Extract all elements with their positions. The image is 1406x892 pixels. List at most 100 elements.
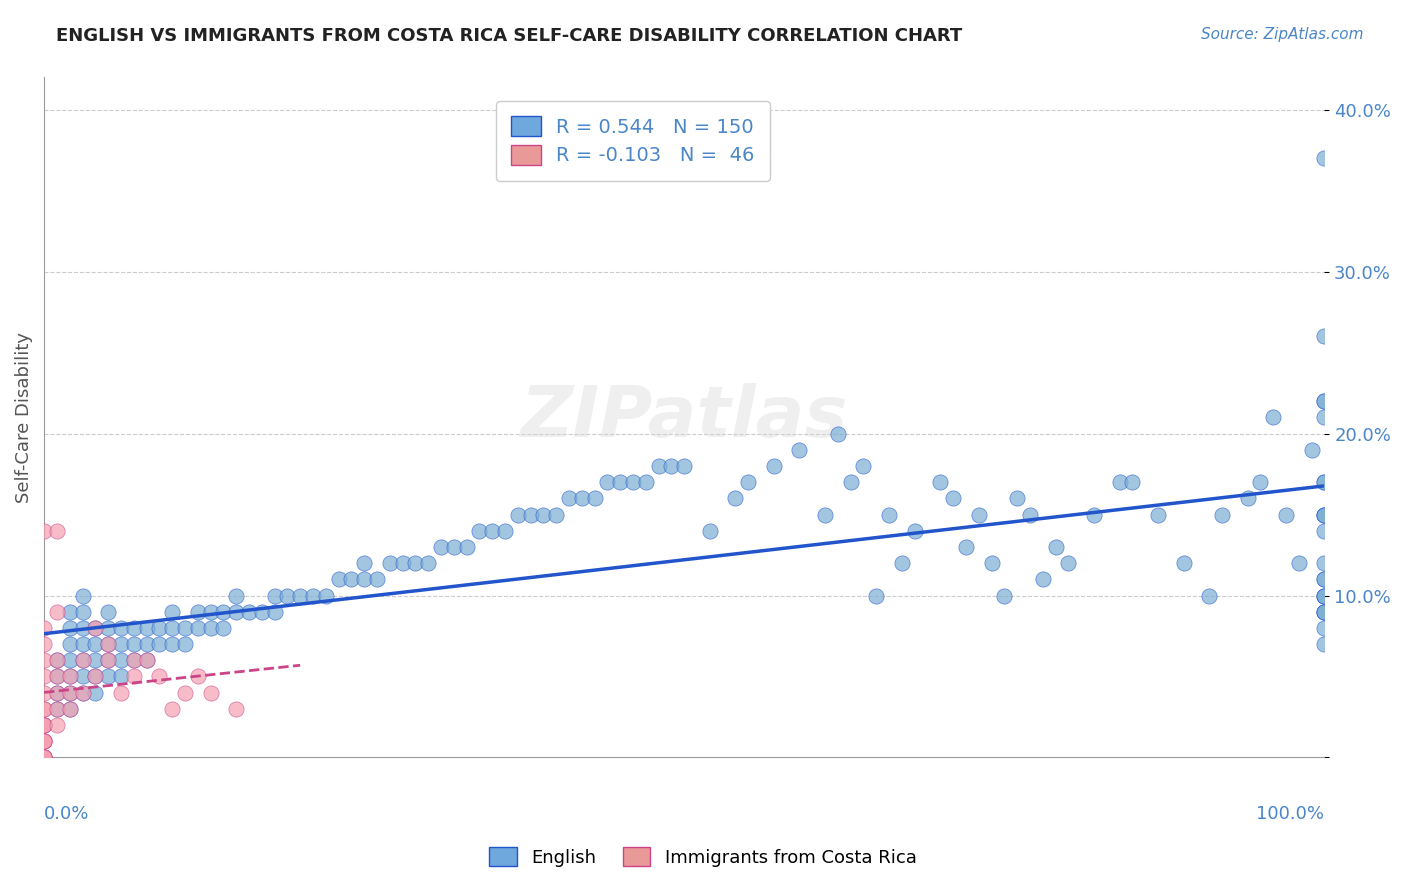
Point <box>200 605 222 619</box>
Point <box>97 669 120 683</box>
Point <box>418 556 440 570</box>
Point <box>59 637 82 651</box>
Point <box>481 524 503 538</box>
Point <box>122 653 145 667</box>
Point <box>238 605 260 619</box>
Point <box>225 702 247 716</box>
Point <box>583 491 606 506</box>
Point <box>110 653 132 667</box>
Point <box>353 556 375 570</box>
Point <box>72 637 94 651</box>
Point <box>1083 508 1105 522</box>
Point <box>1313 556 1336 570</box>
Point <box>135 653 157 667</box>
Point <box>45 653 67 667</box>
Point <box>967 508 990 522</box>
Point <box>942 491 965 506</box>
Point <box>1236 491 1258 506</box>
Point <box>122 637 145 651</box>
Point <box>45 686 67 700</box>
Point <box>596 475 619 490</box>
Point <box>32 524 55 538</box>
Point <box>110 637 132 651</box>
Point <box>378 556 401 570</box>
Point <box>160 621 183 635</box>
Point <box>1313 572 1336 586</box>
Point <box>1313 475 1336 490</box>
Point <box>187 669 209 683</box>
Point <box>32 718 55 732</box>
Point <box>1032 572 1054 586</box>
Point <box>789 442 811 457</box>
Point <box>59 669 82 683</box>
Point <box>72 589 94 603</box>
Text: ENGLISH VS IMMIGRANTS FROM COSTA RICA SELF-CARE DISABILITY CORRELATION CHART: ENGLISH VS IMMIGRANTS FROM COSTA RICA SE… <box>56 27 963 45</box>
Point <box>200 686 222 700</box>
Point <box>84 637 107 651</box>
Point <box>32 702 55 716</box>
Point <box>1313 605 1336 619</box>
Point <box>955 540 977 554</box>
Point <box>661 458 683 473</box>
Point <box>32 718 55 732</box>
Text: ZIPatlas: ZIPatlas <box>520 383 848 452</box>
Point <box>506 508 529 522</box>
Point <box>174 621 197 635</box>
Point <box>59 686 82 700</box>
Point <box>45 718 67 732</box>
Point <box>45 702 67 716</box>
Point <box>32 718 55 732</box>
Point <box>1288 556 1310 570</box>
Point <box>72 686 94 700</box>
Point <box>32 734 55 748</box>
Point <box>32 734 55 748</box>
Point <box>263 589 285 603</box>
Point <box>1313 508 1336 522</box>
Point <box>32 653 55 667</box>
Text: 100.0%: 100.0% <box>1257 805 1324 823</box>
Point <box>72 621 94 635</box>
Point <box>814 508 837 522</box>
Point <box>263 605 285 619</box>
Point <box>288 589 311 603</box>
Point <box>1173 556 1195 570</box>
Point <box>1313 589 1336 603</box>
Point <box>97 653 120 667</box>
Point <box>187 605 209 619</box>
Text: Source: ZipAtlas.com: Source: ZipAtlas.com <box>1201 27 1364 42</box>
Point <box>1301 442 1323 457</box>
Point <box>97 637 120 651</box>
Point <box>1313 475 1336 490</box>
Point <box>993 589 1015 603</box>
Point <box>84 621 107 635</box>
Point <box>315 589 337 603</box>
Point <box>97 621 120 635</box>
Point <box>97 605 120 619</box>
Point <box>443 540 465 554</box>
Point <box>148 669 170 683</box>
Point <box>187 621 209 635</box>
Point <box>72 686 94 700</box>
Point <box>1313 410 1336 425</box>
Point <box>110 686 132 700</box>
Point <box>32 750 55 764</box>
Point <box>699 524 721 538</box>
Point <box>148 621 170 635</box>
Point <box>634 475 657 490</box>
Point <box>45 653 67 667</box>
Point <box>84 669 107 683</box>
Point <box>32 750 55 764</box>
Point <box>609 475 631 490</box>
Point <box>1019 508 1042 522</box>
Point <box>1249 475 1271 490</box>
Point <box>225 589 247 603</box>
Point <box>839 475 862 490</box>
Point <box>32 750 55 764</box>
Point <box>59 686 82 700</box>
Point <box>276 589 298 603</box>
Y-axis label: Self-Care Disability: Self-Care Disability <box>15 332 32 503</box>
Point <box>1147 508 1170 522</box>
Point <box>32 718 55 732</box>
Point <box>1005 491 1028 506</box>
Point <box>1263 410 1285 425</box>
